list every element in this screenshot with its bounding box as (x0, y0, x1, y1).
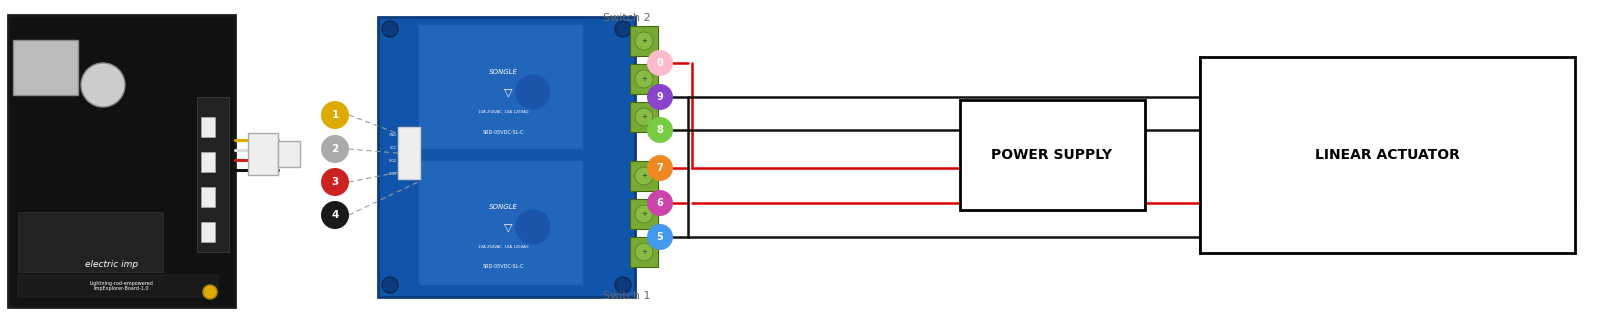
Circle shape (646, 224, 674, 250)
Text: GND: GND (389, 133, 397, 137)
Text: 0: 0 (656, 58, 664, 68)
Text: 10A 250VAC  10A 125VAG: 10A 250VAC 10A 125VAG (478, 245, 528, 249)
Circle shape (382, 277, 398, 293)
Circle shape (382, 21, 398, 37)
Circle shape (635, 70, 653, 88)
Text: 9: 9 (656, 92, 664, 102)
Text: SIG2: SIG2 (389, 159, 397, 163)
Bar (8, 15, 235, 307)
Circle shape (635, 108, 653, 126)
Text: 7: 7 (656, 163, 664, 173)
Text: ▽: ▽ (504, 87, 512, 97)
Circle shape (646, 117, 674, 143)
Text: SIG1: SIG1 (389, 172, 397, 176)
Text: LINEAR ACTUATOR: LINEAR ACTUATOR (1315, 148, 1459, 162)
Circle shape (635, 167, 653, 185)
Circle shape (515, 209, 550, 245)
Text: POWER SUPPLY: POWER SUPPLY (992, 148, 1112, 162)
Text: Switch 1: Switch 1 (603, 291, 650, 301)
Bar (202, 187, 214, 207)
Circle shape (322, 201, 349, 229)
Bar (202, 222, 214, 242)
Bar (197, 97, 229, 252)
Text: SONGLE: SONGLE (488, 204, 517, 210)
Circle shape (322, 135, 349, 163)
Bar (630, 161, 658, 191)
Bar (378, 17, 635, 297)
Bar (630, 237, 658, 267)
Bar (418, 24, 582, 149)
Text: Switch 2: Switch 2 (603, 13, 650, 23)
Text: VCC: VCC (390, 146, 397, 150)
Text: SONGLE: SONGLE (488, 69, 517, 75)
Bar (630, 26, 658, 56)
Text: +: + (642, 249, 646, 255)
Bar (248, 133, 278, 175)
Text: Lightning-rod-empowered
ImpExplorer-Board-1.0: Lightning-rod-empowered ImpExplorer-Boar… (90, 281, 154, 291)
Circle shape (646, 155, 674, 181)
Circle shape (635, 243, 653, 261)
Bar (202, 152, 214, 172)
Text: +: + (642, 211, 646, 217)
Circle shape (635, 32, 653, 50)
Circle shape (614, 21, 630, 37)
Bar (630, 64, 658, 94)
Bar (13, 40, 78, 95)
Bar (1200, 57, 1574, 253)
Circle shape (322, 168, 349, 196)
Text: 5: 5 (656, 232, 664, 242)
Circle shape (635, 205, 653, 223)
Text: +: + (642, 76, 646, 82)
Text: 2: 2 (331, 144, 339, 154)
Text: 4: 4 (331, 210, 339, 220)
Text: 3: 3 (331, 177, 339, 187)
Bar (18, 212, 163, 272)
Text: SRD-05VDC-SL-C: SRD-05VDC-SL-C (482, 129, 523, 135)
Bar (418, 160, 582, 285)
Text: electric imp: electric imp (85, 260, 138, 269)
Text: +: + (642, 173, 646, 179)
Circle shape (322, 101, 349, 129)
Text: 8: 8 (656, 125, 664, 135)
Circle shape (646, 50, 674, 76)
Circle shape (82, 63, 125, 107)
Bar (202, 117, 214, 137)
Text: 10A 250VAC  10A 125VAG: 10A 250VAC 10A 125VAG (478, 110, 528, 114)
Bar (278, 141, 301, 167)
Bar (398, 127, 419, 179)
Text: +: + (642, 38, 646, 44)
Text: ▽: ▽ (504, 222, 512, 232)
Text: +: + (642, 114, 646, 120)
Circle shape (614, 277, 630, 293)
Circle shape (515, 74, 550, 110)
Text: 6: 6 (656, 198, 664, 208)
Bar (630, 102, 658, 132)
Circle shape (646, 190, 674, 216)
Bar (630, 199, 658, 229)
Bar (18, 275, 218, 297)
Text: 1: 1 (331, 110, 339, 120)
Bar (960, 100, 1146, 210)
Circle shape (203, 285, 218, 299)
Text: SRD-05VDC-SL-C: SRD-05VDC-SL-C (482, 265, 523, 270)
Circle shape (646, 84, 674, 110)
